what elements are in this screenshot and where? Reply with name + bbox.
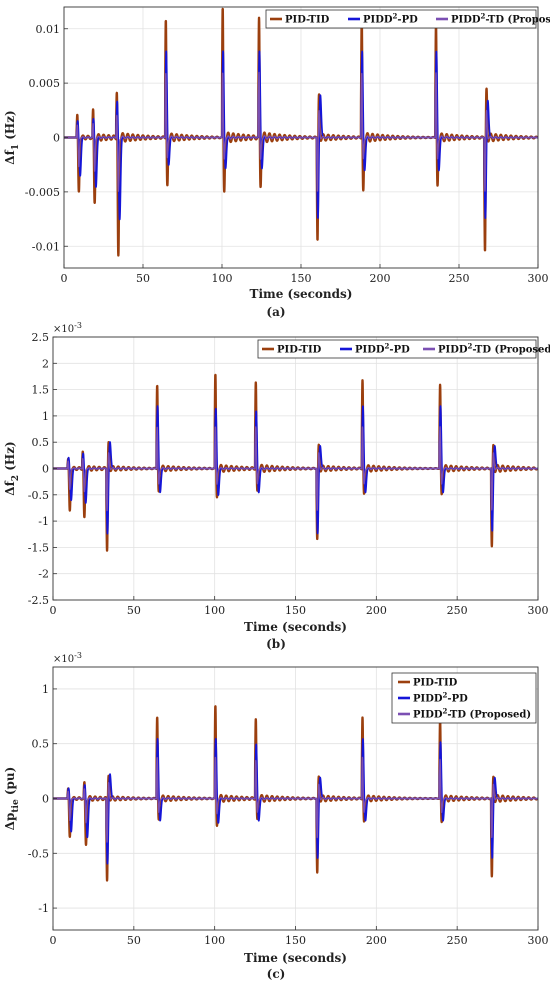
legend: PID-TID PIDD2-PD PIDD2-TD (Proposed) (257, 339, 550, 359)
series-group (53, 705, 538, 882)
series-line-pidd2-td (53, 756, 538, 843)
x-tick-label: 0 (50, 604, 57, 617)
y-tick-label: -2 (38, 568, 49, 581)
panel-caption: (b) (266, 637, 286, 651)
y-tick-label: 0 (53, 132, 60, 145)
panel-caption: (a) (266, 305, 285, 319)
legend-label-pidd2-td: PIDD2-TD (Proposed) (451, 12, 550, 26)
legend-label-pidd2-pd: PIDD2-PD (363, 12, 418, 26)
y-axis-label: Δptie (pu) (3, 767, 21, 831)
legend-label-pid-tid: PID-TID (413, 678, 458, 689)
x-tick-label: 0 (61, 272, 68, 285)
y-tick-label: 0.5 (32, 436, 50, 449)
x-tick-label: 300 (528, 934, 549, 947)
y-tick-label: 2 (42, 357, 49, 370)
x-tick-label: 50 (127, 604, 141, 617)
y-tick-label: -1 (38, 902, 49, 915)
legend-box (265, 9, 537, 29)
legend-box (391, 672, 537, 724)
y-exponent-label: ×10-3 (53, 651, 82, 665)
x-axis-label: Time (seconds) (244, 951, 347, 965)
x-tick-label: 100 (204, 604, 225, 617)
legend: PID-TID PIDD2-PD PIDD2-TD (Proposed) (391, 672, 537, 724)
series-group (64, 7, 538, 257)
panel-a: 0 50 100 150 200 250 300 -0.01 -0.005 0 0.005 0.01 T… (3, 6, 550, 319)
panel-b: 0 50 100 150 200 250 300 -2.5 -2 -1.5 -1 -0.5 0 0.5 1 1… (3, 321, 550, 651)
x-tick-label: 100 (204, 934, 225, 947)
series-group (53, 373, 538, 552)
panel-c: 0 50 100 150 200 250 300 -1 -0.5 0 0.5 1 ×10-3 Time (… (3, 651, 549, 981)
panel-caption: (c) (267, 967, 286, 981)
x-axis-label: Time (seconds) (244, 620, 347, 634)
y-tick-label: -0.01 (32, 240, 60, 253)
y-exponent-label: ×10-3 (53, 321, 82, 335)
legend-label-pidd2-pd: PIDD2-PD (355, 342, 410, 356)
y-tick-label: 0 (42, 793, 49, 806)
series-line-pidd2-td (64, 71, 538, 192)
series-line-pidd2-td (53, 426, 538, 512)
x-axis-label: Time (seconds) (250, 287, 353, 301)
y-tick-label: -1 (38, 515, 49, 528)
legend-label-pid-tid: PID-TID (285, 15, 330, 26)
y-tick-label: -1.5 (28, 541, 49, 554)
legend-label-pidd2-td: PIDD2-TD (Proposed) (438, 342, 550, 356)
x-tick-label: 150 (291, 272, 312, 285)
y-tick-label: 1 (42, 410, 49, 423)
legend-box (257, 339, 537, 359)
x-tick-label: 250 (447, 604, 468, 617)
legend-label-pidd2-td: PIDD2-TD (Proposed) (413, 707, 531, 721)
y-tick-label: 0 (42, 463, 49, 476)
y-tick-label: 1 (42, 683, 49, 696)
x-tick-label: 50 (127, 934, 141, 947)
x-tick-label: 100 (212, 272, 233, 285)
y-tick-label: -2.5 (28, 594, 49, 607)
y-tick-label: 0.005 (29, 77, 61, 90)
x-tick-label: 250 (449, 272, 470, 285)
y-axis-label: Δf1 (Hz) (3, 110, 21, 164)
y-tick-label: 1.5 (32, 384, 50, 397)
y-tick-label: -0.005 (25, 186, 60, 199)
y-tick-label: -0.5 (28, 847, 49, 860)
x-tick-label: 50 (136, 272, 150, 285)
x-tick-label: 200 (366, 604, 387, 617)
y-tick-label: 0.5 (32, 738, 50, 751)
legend-label-pid-tid: PID-TID (277, 345, 322, 356)
legend: PID-TID PIDD2-PD PIDD2-TD (Proposed) (265, 9, 550, 29)
y-tick-label: -0.5 (28, 489, 49, 502)
x-tick-label: 200 (370, 272, 391, 285)
x-tick-label: 150 (285, 934, 306, 947)
y-tick-label: 0.01 (36, 23, 61, 36)
y-tick-label: 2.5 (32, 331, 50, 344)
legend-label-pidd2-pd: PIDD2-PD (413, 691, 468, 705)
x-tick-label: 300 (528, 604, 549, 617)
x-tick-label: 150 (285, 604, 306, 617)
x-tick-label: 300 (528, 272, 549, 285)
x-tick-label: 250 (447, 934, 468, 947)
x-tick-label: 0 (50, 934, 57, 947)
y-axis-label: Δf2 (Hz) (3, 441, 21, 495)
x-tick-label: 200 (366, 934, 387, 947)
